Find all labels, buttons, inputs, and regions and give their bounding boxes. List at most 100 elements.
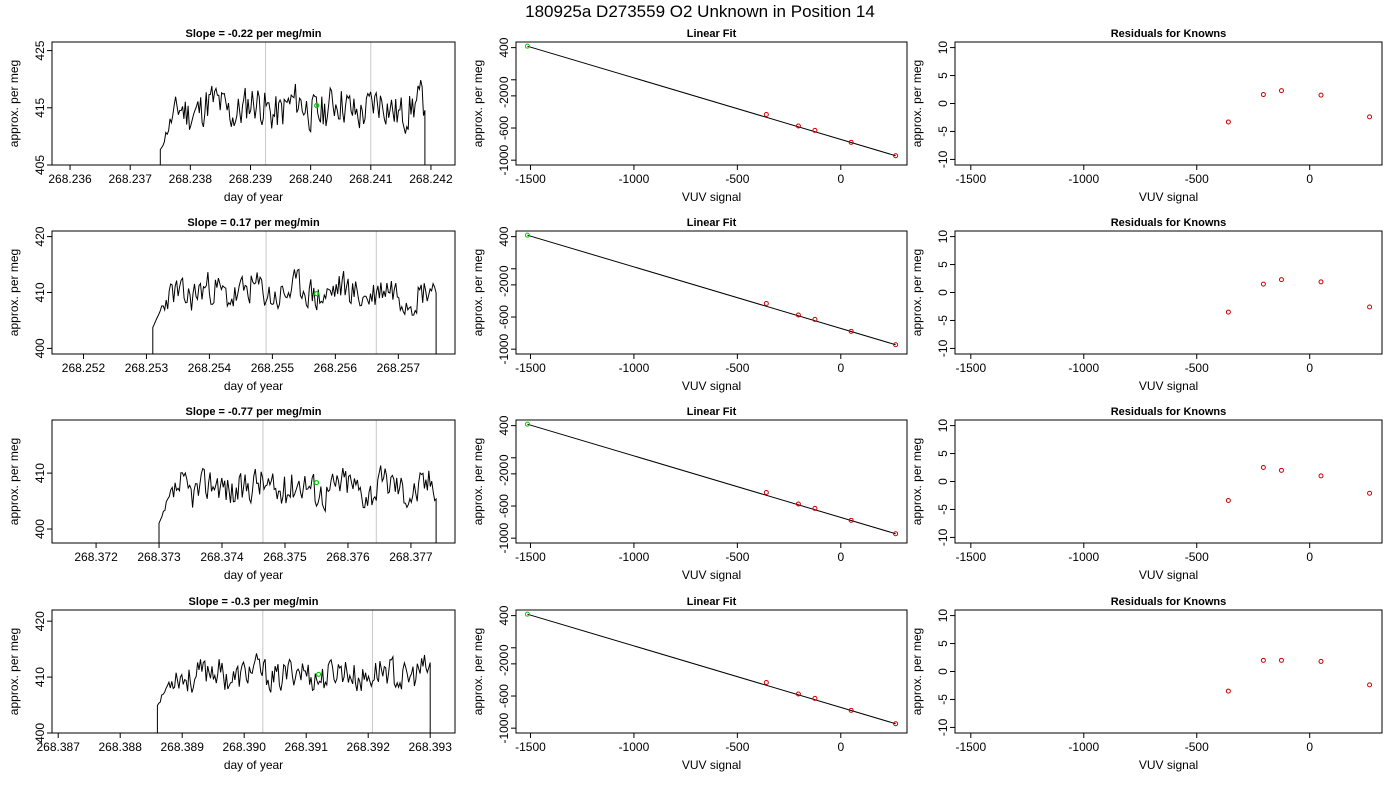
y-tick-label: 0 <box>497 265 511 272</box>
x-tick-label: 268.391 <box>285 740 329 754</box>
y-tick-label: -1000 <box>497 334 511 365</box>
y-tick-label: 400 <box>33 338 47 358</box>
known-point <box>1318 473 1324 479</box>
panel-2-3: Residuals for Knowns -1500 -1000 -500 0 -10 -5… <box>910 217 1383 393</box>
x-axis-label: VUV signal <box>1139 758 1198 772</box>
x-axis-label: day of year <box>224 568 283 582</box>
y-tick-label: 405 <box>33 155 47 175</box>
y-tick-label: 420 <box>33 226 47 246</box>
known-point <box>763 490 769 496</box>
x-tick-label: 268.390 <box>223 740 267 754</box>
unknown-point <box>524 611 530 617</box>
x-tick-label: -1500 <box>955 740 986 754</box>
y-axis-label: approx. per meg <box>910 249 924 336</box>
x-axis-label: VUV signal <box>682 190 741 204</box>
y-tick-label: -10 <box>936 718 950 736</box>
y-tick-label: 10 <box>936 609 950 623</box>
plot-area <box>1225 465 1373 504</box>
y-axis-label: approx. per meg <box>910 60 924 147</box>
known-point <box>1367 304 1373 310</box>
y-tick-label: -10 <box>936 528 950 546</box>
panel-title: Linear Fit <box>687 406 737 418</box>
known-point <box>1318 279 1324 285</box>
x-tick-label: 0 <box>837 550 844 564</box>
known-point <box>1367 114 1373 120</box>
x-tick-label: 268.255 <box>251 361 295 375</box>
panel-title: Residuals for Knowns <box>1111 28 1227 40</box>
y-tick-label: 410 <box>33 667 47 687</box>
known-point <box>795 123 801 129</box>
known-point <box>812 127 818 133</box>
y-tick-label: 5 <box>936 450 950 457</box>
unknown-marker <box>316 671 322 677</box>
y-tick-label: -5 <box>936 315 950 326</box>
panels: Slope = -0.22 per meg/min 268.236 268.237 2… <box>7 28 1383 772</box>
plot-area <box>156 610 431 733</box>
x-tick-label: -1000 <box>1068 172 1099 186</box>
x-tick-label: 268.256 <box>314 361 358 375</box>
unknown-marker <box>313 291 320 297</box>
y-axis-label: approx. per meg <box>471 628 485 715</box>
y-axis-label: approx. per meg <box>7 628 21 715</box>
time-series-line <box>152 268 437 354</box>
plot-frame <box>954 41 1383 166</box>
y-tick-label: 0 <box>936 100 950 107</box>
known-point <box>795 312 801 318</box>
x-tick-label: 268.377 <box>389 550 433 564</box>
y-tick-label: -5 <box>936 126 950 137</box>
panel-4-3: Residuals for Knowns -1500 -1000 -500 0 -10 -5… <box>910 596 1383 772</box>
plot-area <box>524 232 899 348</box>
panel-3-3: Residuals for Knowns -1500 -1000 -500 0 -10 -5… <box>910 406 1383 582</box>
x-tick-label: 0 <box>837 740 844 754</box>
y-tick-label: 10 <box>936 41 950 55</box>
x-tick-label: 268.252 <box>62 361 106 375</box>
panel-title: Linear Fit <box>687 596 737 608</box>
y-tick-label: 0 <box>497 454 511 461</box>
x-tick-label: -1500 <box>955 550 986 564</box>
plot-area <box>158 420 437 543</box>
fit-line <box>527 234 896 346</box>
y-axis-label: approx. per meg <box>910 438 924 525</box>
x-tick-label: -1000 <box>619 740 650 754</box>
known-point <box>848 707 854 713</box>
x-tick-label: 0 <box>1306 550 1313 564</box>
plot-frame <box>515 609 908 734</box>
plot-frame <box>954 230 1383 355</box>
y-tick-label: -200 <box>497 84 511 108</box>
y-axis-label: approx. per meg <box>7 249 21 336</box>
known-point <box>1367 490 1373 496</box>
known-point <box>893 153 899 159</box>
y-tick-label: 410 <box>33 282 47 302</box>
y-tick-label: -200 <box>497 273 511 297</box>
y-tick-label: 400 <box>33 723 47 743</box>
x-tick-label: 268.239 <box>229 172 273 186</box>
plot-frame <box>515 41 908 166</box>
x-axis-label: VUV signal <box>1139 568 1198 582</box>
unknown-marker <box>314 102 320 109</box>
y-tick-label: -10 <box>936 150 950 168</box>
unknown-marker <box>313 480 320 486</box>
x-tick-label: 268.389 <box>161 740 205 754</box>
y-tick-label: 400 <box>497 37 511 57</box>
y-tick-label: 0 <box>936 668 950 675</box>
known-point <box>848 517 854 523</box>
known-point <box>893 342 899 348</box>
plot-area <box>1225 657 1373 694</box>
x-tick-label: 268.388 <box>99 740 143 754</box>
y-tick-label: -5 <box>936 504 950 515</box>
y-tick-label: 5 <box>936 640 950 647</box>
known-point <box>1260 92 1266 98</box>
plot-area <box>152 231 437 354</box>
x-axis-label: day of year <box>224 758 283 772</box>
known-point <box>1318 92 1324 98</box>
x-tick-label: -1000 <box>619 550 650 564</box>
y-tick-label: -600 <box>497 684 511 708</box>
x-axis-label: VUV signal <box>682 758 741 772</box>
y-tick-label: -1000 <box>497 523 511 554</box>
y-tick-label: 420 <box>33 611 47 631</box>
x-axis-label: VUV signal <box>1139 190 1198 204</box>
y-tick-label: -600 <box>497 494 511 518</box>
x-tick-label: -500 <box>1185 172 1209 186</box>
y-tick-label: 0 <box>497 76 511 83</box>
